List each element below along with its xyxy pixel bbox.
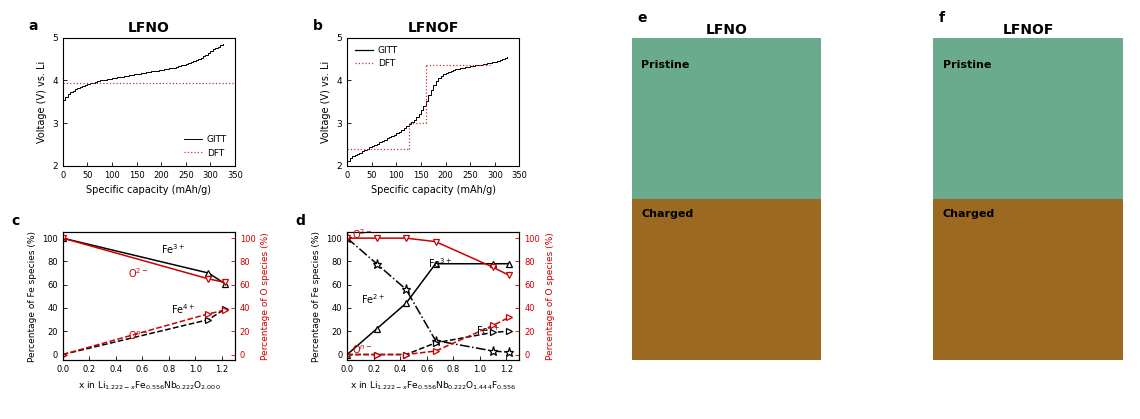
X-axis label: x in Li$_{1.222-x}$Fe$_{0.556}$Nb$_{0.222}$O$_{1.444}$F$_{0.556}$: x in Li$_{1.222-x}$Fe$_{0.556}$Nb$_{0.22…	[350, 380, 516, 392]
Line: GITT: GITT	[63, 44, 222, 100]
Text: Fe$^{3+}$: Fe$^{3+}$	[161, 242, 185, 256]
Text: a: a	[28, 19, 38, 33]
GITT	[369, 142, 383, 147]
Text: Fe$^{4+}$: Fe$^{4+}$	[477, 323, 500, 337]
GITT	[63, 91, 76, 96]
DFT	[56, 80, 70, 85]
Bar	[934, 38, 1123, 199]
Bar	[934, 199, 1123, 360]
GITT	[86, 81, 99, 86]
X-axis label: x in Li$_{1.222-x}$Fe$_{0.556}$Nb$_{0.222}$O$_{2.000}$: x in Li$_{1.222-x}$Fe$_{0.556}$Nb$_{0.22…	[78, 380, 220, 392]
Title: LFNO: LFNO	[128, 21, 170, 35]
GITT	[466, 64, 480, 69]
GITT	[458, 65, 472, 70]
Text: c: c	[11, 214, 19, 228]
Text: O$^{n-}$: O$^{n-}$	[128, 329, 148, 342]
Text: O$^{2-}$: O$^{2-}$	[352, 227, 373, 241]
X-axis label: Specific capacity (mAh/g): Specific capacity (mAh/g)	[370, 185, 496, 195]
Y-axis label: Percentage of O species (%): Percentage of O species (%)	[261, 233, 270, 360]
Y-axis label: Percentage of Fe species (%): Percentage of Fe species (%)	[27, 231, 36, 362]
Text: Charged: Charged	[641, 209, 693, 219]
Title: LFNOF: LFNOF	[1002, 23, 1053, 36]
GITT	[147, 68, 161, 73]
Text: Pristine: Pristine	[641, 60, 690, 70]
GITT	[341, 158, 355, 163]
X-axis label: Specific capacity (mAh/g): Specific capacity (mAh/g)	[87, 185, 211, 195]
GITT	[441, 71, 455, 76]
GITT	[56, 97, 70, 102]
Y-axis label: Percentage of O species (%): Percentage of O species (%)	[546, 233, 555, 360]
GITT	[181, 61, 195, 66]
Y-axis label: Voltage (V) vs. Li: Voltage (V) vs. Li	[321, 61, 331, 143]
Bar	[632, 38, 821, 199]
DFT	[56, 80, 70, 85]
GITT	[215, 41, 229, 47]
GITT	[157, 67, 171, 72]
Line: GITT: GITT	[348, 57, 507, 160]
GITT	[348, 154, 361, 159]
Text: e: e	[637, 11, 646, 25]
Title: LFNOF: LFNOF	[408, 21, 459, 35]
Text: f: f	[939, 11, 945, 25]
Y-axis label: Percentage of Fe species (%): Percentage of Fe species (%)	[312, 231, 321, 362]
Y-axis label: Voltage (V) vs. Li: Voltage (V) vs. Li	[36, 61, 47, 143]
Text: O$^{n-}$: O$^{n-}$	[352, 344, 373, 356]
Title: LFNO: LFNO	[706, 23, 748, 36]
Text: Fe$^{2+}$: Fe$^{2+}$	[361, 292, 385, 306]
GITT	[431, 76, 445, 81]
Text: Pristine: Pristine	[943, 60, 991, 70]
Legend: GITT, DFT: GITT, DFT	[352, 42, 401, 72]
Text: Fe$^{3+}$: Fe$^{3+}$	[429, 256, 453, 270]
Text: Charged: Charged	[943, 209, 995, 219]
Text: d: d	[295, 214, 306, 228]
Legend: GITT, DFT: GITT, DFT	[180, 132, 230, 161]
GITT	[174, 63, 188, 68]
Text: b: b	[312, 19, 323, 33]
Text: Fe$^{4+}$: Fe$^{4+}$	[171, 303, 195, 316]
GITT	[500, 55, 514, 60]
Text: O$^{2-}$: O$^{2-}$	[128, 266, 148, 280]
Bar	[632, 199, 821, 360]
